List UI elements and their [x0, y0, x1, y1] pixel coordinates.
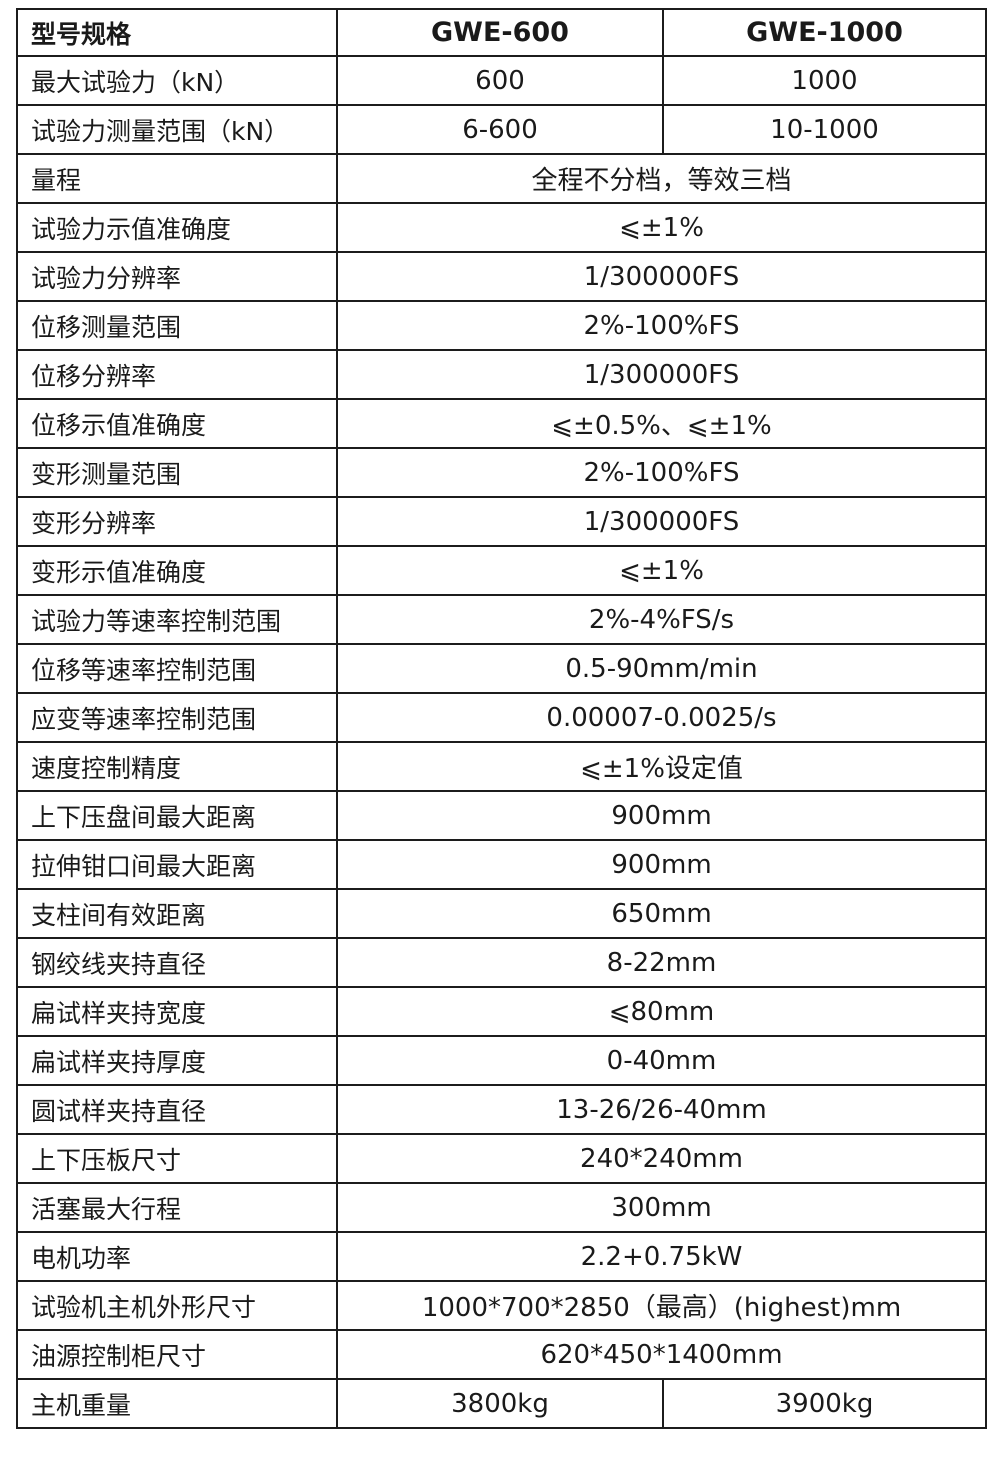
spec-value-cell: 1/300000FS [336, 251, 987, 302]
spec-row-label: 电机功率 [16, 1231, 338, 1282]
spec-value-cell: 620*450*1400mm [336, 1329, 987, 1380]
spec-row-label: 试验力测量范围（kN） [16, 104, 338, 155]
spec-row: 上下压板尺寸 240*240mm [16, 1133, 987, 1184]
spec-value-cell: 3900kg [662, 1378, 987, 1429]
spec-row: 最大试验力（kN） 600 1000 [16, 55, 987, 106]
spec-row-label: 速度控制精度 [16, 741, 338, 792]
spec-row-label: 最大试验力（kN） [16, 55, 338, 106]
spec-value-cell: 13-26/26-40mm [336, 1084, 987, 1135]
spec-table: 型号规格 GWE-600 GWE-1000 最大试验力（kN） 600 1000 试验… [16, 8, 987, 1429]
spec-row-label: 上下压盘间最大距离 [16, 790, 338, 841]
spec-row-label: 变形示值准确度 [16, 545, 338, 596]
spec-row: 速度控制精度 ⩽±1%设定值 [16, 741, 987, 792]
spec-table-body: 最大试验力（kN） 600 1000 试验力测量范围（kN） 6-600 10-1000 量… [16, 55, 987, 1429]
spec-value-cell: 1/300000FS [336, 349, 987, 400]
spec-value-cell: 0.00007-0.0025/s [336, 692, 987, 743]
spec-row-label: 扁试样夹持宽度 [16, 986, 338, 1037]
spec-row: 拉伸钳口间最大距离 900mm [16, 839, 987, 890]
spec-row-label: 位移示值准确度 [16, 398, 338, 449]
spec-row: 位移测量范围 2%-100%FS [16, 300, 987, 351]
spec-row-label: 油源控制柜尺寸 [16, 1329, 338, 1380]
spec-value-cell: 0-40mm [336, 1035, 987, 1086]
spec-row-label: 主机重量 [16, 1378, 338, 1429]
spec-value-cell: 1000 [662, 55, 987, 106]
spec-row: 位移等速率控制范围 0.5-90mm/min [16, 643, 987, 694]
spec-value-cell: 0.5-90mm/min [336, 643, 987, 694]
spec-header-label: 型号规格 [16, 8, 338, 57]
spec-row: 变形示值准确度 ⩽±1% [16, 545, 987, 596]
spec-value-cell: 8-22mm [336, 937, 987, 988]
spec-value-cell: 3800kg [336, 1378, 664, 1429]
spec-row: 圆试样夹持直径 13-26/26-40mm [16, 1084, 987, 1135]
spec-row-label: 试验机主机外形尺寸 [16, 1280, 338, 1331]
spec-value-cell: 1000*700*2850（最高）(highest)mm [336, 1280, 987, 1331]
spec-value-cell: ⩽±0.5%、⩽±1% [336, 398, 987, 449]
spec-row: 试验力示值准确度 ⩽±1% [16, 202, 987, 253]
spec-row: 试验力测量范围（kN） 6-600 10-1000 [16, 104, 987, 155]
spec-value-cell: 900mm [336, 839, 987, 890]
spec-row-label: 试验力等速率控制范围 [16, 594, 338, 645]
spec-value-cell: 650mm [336, 888, 987, 939]
spec-row-label: 钢绞线夹持直径 [16, 937, 338, 988]
spec-row-label: 扁试样夹持厚度 [16, 1035, 338, 1086]
spec-row-label: 位移测量范围 [16, 300, 338, 351]
spec-row: 电机功率 2.2+0.75kW [16, 1231, 987, 1282]
spec-header-model-gwe600: GWE-600 [336, 8, 664, 57]
spec-row: 支柱间有效距离 650mm [16, 888, 987, 939]
spec-value-cell: ⩽±1% [336, 202, 987, 253]
spec-value-cell: 2%-100%FS [336, 300, 987, 351]
spec-row-label: 上下压板尺寸 [16, 1133, 338, 1184]
spec-row-label: 圆试样夹持直径 [16, 1084, 338, 1135]
spec-value-cell: 全程不分档，等效三档 [336, 153, 987, 204]
spec-row: 活塞最大行程 300mm [16, 1182, 987, 1233]
spec-row: 位移示值准确度 ⩽±0.5%、⩽±1% [16, 398, 987, 449]
spec-row: 上下压盘间最大距离 900mm [16, 790, 987, 841]
spec-row: 试验力分辨率 1/300000FS [16, 251, 987, 302]
spec-value-cell: 600 [336, 55, 664, 106]
spec-value-cell: 300mm [336, 1182, 987, 1233]
spec-value-cell: 240*240mm [336, 1133, 987, 1184]
spec-row: 扁试样夹持厚度 0-40mm [16, 1035, 987, 1086]
spec-value-cell: ⩽80mm [336, 986, 987, 1037]
spec-row: 位移分辨率 1/300000FS [16, 349, 987, 400]
spec-value-cell: 900mm [336, 790, 987, 841]
spec-value-cell: 2.2+0.75kW [336, 1231, 987, 1282]
spec-header-row: 型号规格 GWE-600 GWE-1000 [16, 8, 987, 57]
spec-row: 试验力等速率控制范围 2%-4%FS/s [16, 594, 987, 645]
spec-row: 油源控制柜尺寸 620*450*1400mm [16, 1329, 987, 1380]
spec-row-label: 应变等速率控制范围 [16, 692, 338, 743]
spec-row-label: 变形测量范围 [16, 447, 338, 498]
spec-value-cell: 6-600 [336, 104, 664, 155]
spec-row: 主机重量 3800kg 3900kg [16, 1378, 987, 1429]
spec-value-cell: ⩽±1%设定值 [336, 741, 987, 792]
spec-row-label: 支柱间有效距离 [16, 888, 338, 939]
spec-row: 变形测量范围 2%-100%FS [16, 447, 987, 498]
spec-value-cell: 2%-4%FS/s [336, 594, 987, 645]
spec-row: 试验机主机外形尺寸 1000*700*2850（最高）(highest)mm [16, 1280, 987, 1331]
spec-value-cell: 1/300000FS [336, 496, 987, 547]
spec-row: 量程 全程不分档，等效三档 [16, 153, 987, 204]
spec-row-label: 试验力分辨率 [16, 251, 338, 302]
spec-row: 变形分辨率 1/300000FS [16, 496, 987, 547]
spec-value-cell: ⩽±1% [336, 545, 987, 596]
spec-row: 应变等速率控制范围 0.00007-0.0025/s [16, 692, 987, 743]
spec-row-label: 位移等速率控制范围 [16, 643, 338, 694]
spec-row: 扁试样夹持宽度 ⩽80mm [16, 986, 987, 1037]
spec-header-model-gwe1000: GWE-1000 [662, 8, 987, 57]
spec-row-label: 变形分辨率 [16, 496, 338, 547]
spec-row: 钢绞线夹持直径 8-22mm [16, 937, 987, 988]
spec-row-label: 位移分辨率 [16, 349, 338, 400]
spec-row-label: 拉伸钳口间最大距离 [16, 839, 338, 890]
spec-row-label: 量程 [16, 153, 338, 204]
spec-value-cell: 2%-100%FS [336, 447, 987, 498]
spec-row-label: 活塞最大行程 [16, 1182, 338, 1233]
spec-row-label: 试验力示值准确度 [16, 202, 338, 253]
spec-value-cell: 10-1000 [662, 104, 987, 155]
